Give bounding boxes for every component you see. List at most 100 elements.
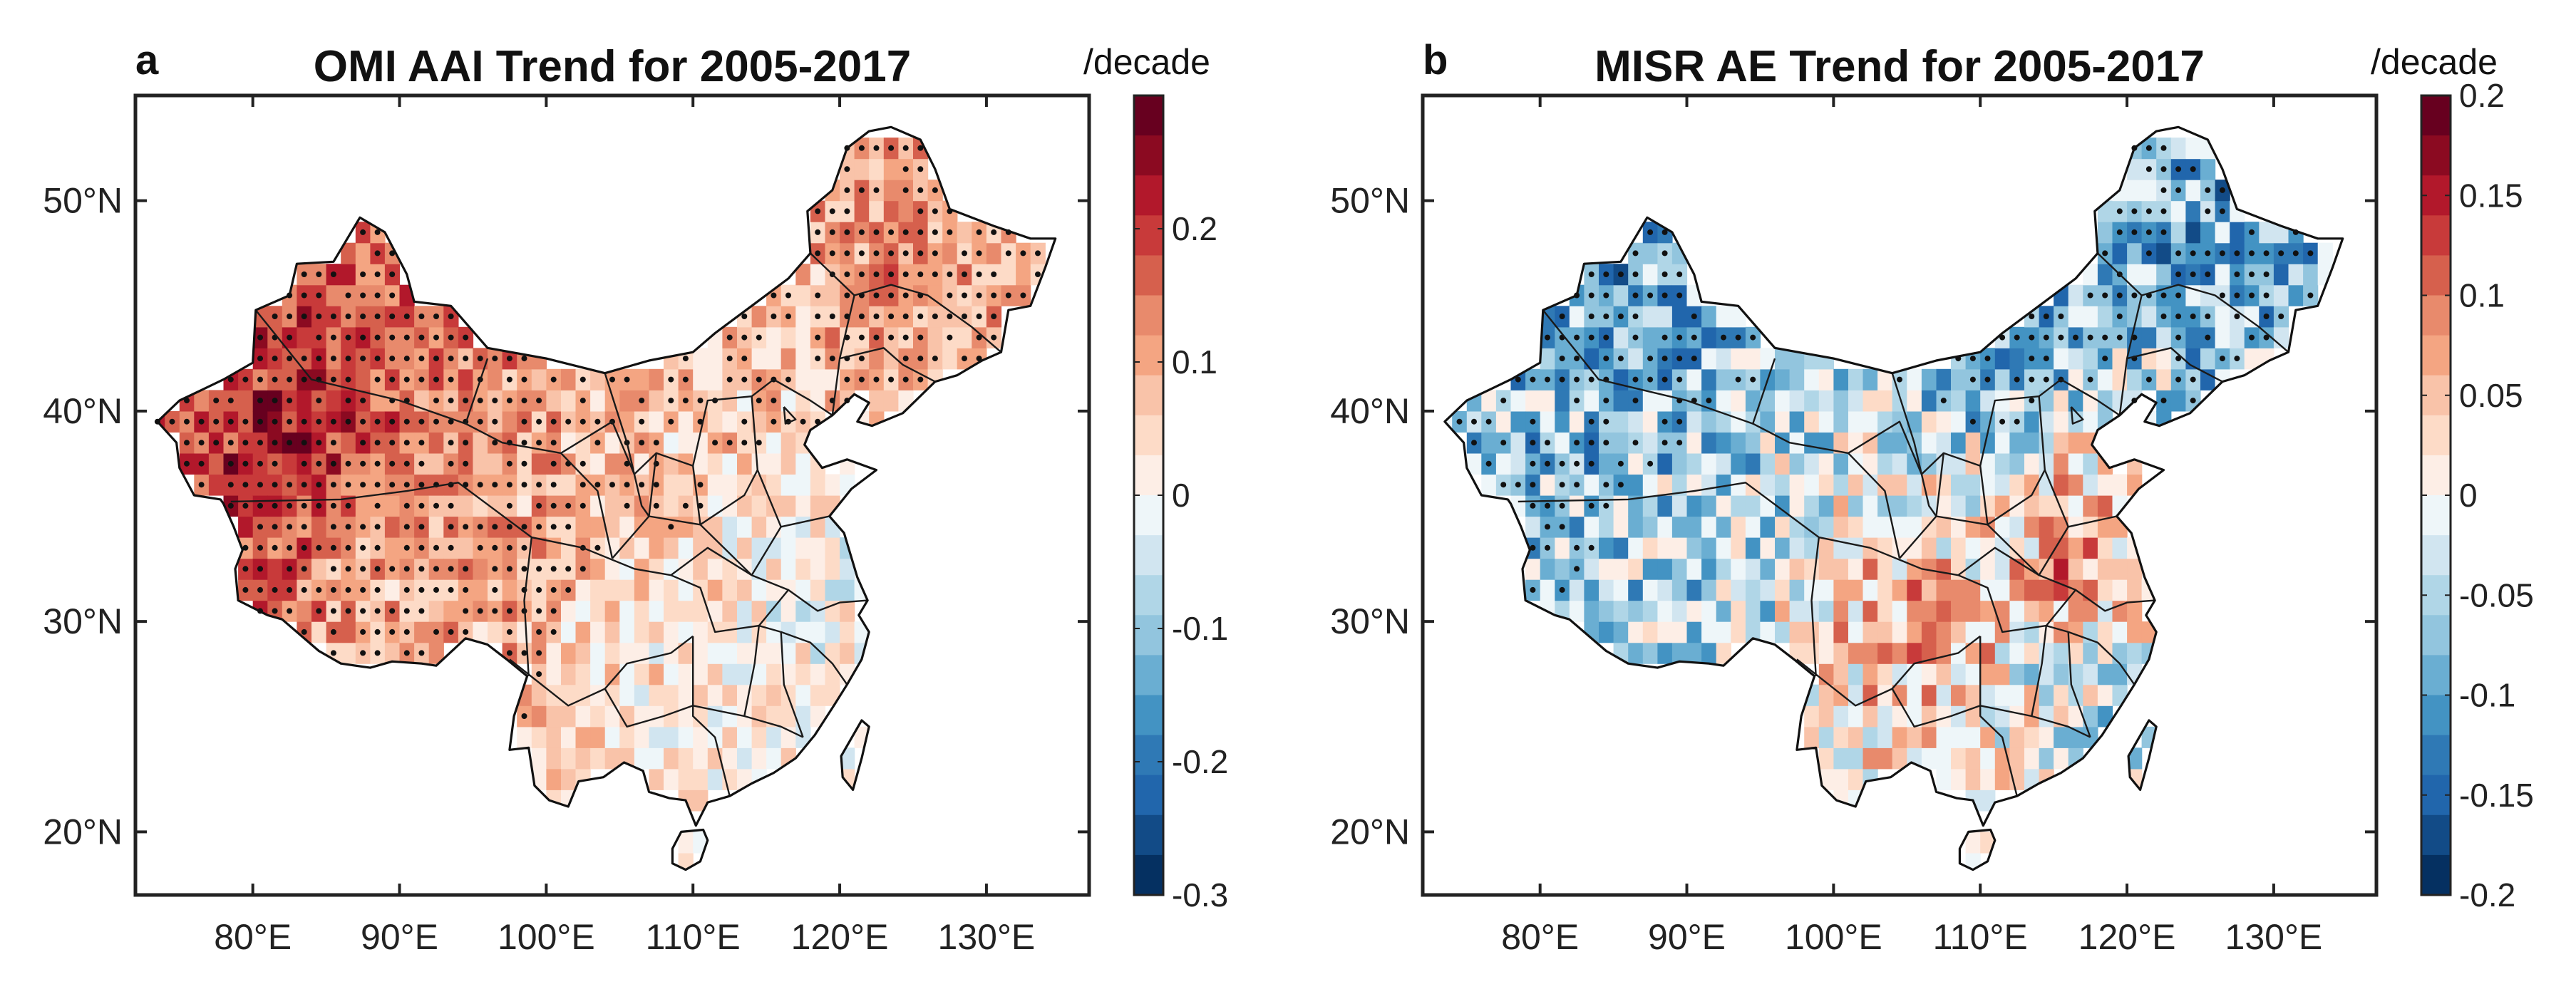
significance-dot bbox=[242, 502, 249, 509]
x-tick-label: 80°E bbox=[1501, 917, 1579, 957]
grid-cell bbox=[1569, 495, 1585, 517]
grid-cell bbox=[1965, 516, 1981, 538]
grid-cell bbox=[1877, 705, 1893, 728]
significance-dot bbox=[360, 398, 366, 404]
significance-dot bbox=[2249, 250, 2255, 257]
grid-cell bbox=[780, 537, 796, 559]
significance-dot bbox=[1721, 334, 1726, 341]
grid-cell bbox=[1731, 537, 1746, 559]
significance-dot bbox=[1588, 544, 1594, 551]
significance-dot bbox=[1661, 271, 1668, 277]
grid-cell bbox=[2009, 579, 2025, 601]
grid-cell bbox=[1804, 495, 1820, 517]
grid-cell bbox=[1481, 432, 1497, 454]
significance-dot bbox=[594, 440, 601, 446]
significance-dot bbox=[521, 650, 527, 656]
significance-dot bbox=[316, 502, 322, 509]
grid-cell bbox=[1951, 600, 1967, 622]
significance-dot bbox=[2160, 187, 2167, 193]
grid-cell bbox=[693, 705, 709, 728]
grid-cell bbox=[1731, 516, 1746, 538]
grid-cell bbox=[2097, 705, 2113, 728]
significance-dot bbox=[565, 586, 572, 593]
significance-dot bbox=[316, 398, 322, 404]
significance-dot bbox=[2116, 208, 2123, 214]
grid-cell bbox=[693, 747, 709, 770]
significance-dot bbox=[536, 628, 542, 635]
grid-cell bbox=[2112, 242, 2128, 264]
grid-cell bbox=[1965, 747, 1981, 770]
significance-dot bbox=[1471, 440, 1477, 446]
significance-dot bbox=[448, 356, 454, 362]
significance-dot bbox=[726, 334, 733, 341]
grid-cell bbox=[1833, 768, 1849, 790]
grid-cell bbox=[1921, 537, 1937, 559]
grid-cell bbox=[1613, 621, 1629, 643]
grid-cell bbox=[1701, 516, 1717, 538]
grid-cell bbox=[1980, 726, 1996, 748]
grid-cell bbox=[825, 642, 840, 664]
grid-cell bbox=[561, 684, 577, 706]
grid-cell bbox=[869, 158, 885, 180]
significance-dot bbox=[653, 502, 659, 509]
significance-dot bbox=[1485, 460, 1492, 467]
significance-dot bbox=[374, 314, 381, 319]
grid-cell bbox=[1789, 621, 1805, 643]
significance-dot bbox=[1940, 398, 1947, 404]
grid-cell bbox=[1936, 726, 1952, 748]
grid-cell bbox=[2024, 495, 2040, 517]
grid-cell bbox=[2068, 306, 2083, 328]
grid-cell bbox=[634, 579, 650, 601]
grid-cell bbox=[2024, 410, 2040, 433]
grid-cell bbox=[634, 558, 650, 580]
grid-cell bbox=[2068, 390, 2083, 412]
significance-dot bbox=[1020, 292, 1026, 299]
significance-dot bbox=[316, 292, 322, 299]
grid-cell bbox=[2273, 264, 2289, 286]
significance-dot bbox=[1545, 334, 1550, 341]
grid-cell bbox=[2009, 600, 2025, 622]
grid-cell bbox=[2288, 264, 2304, 286]
significance-dot bbox=[917, 314, 924, 319]
grid-cell bbox=[1921, 621, 1937, 643]
grid-cell bbox=[1848, 390, 1864, 412]
significance-dot bbox=[976, 229, 982, 235]
significance-dot bbox=[888, 314, 895, 319]
significance-dot bbox=[521, 713, 527, 719]
grid-cell bbox=[1745, 579, 1761, 601]
province-line bbox=[758, 589, 868, 626]
significance-dot bbox=[550, 418, 557, 425]
grid-cell bbox=[1936, 747, 1952, 770]
grid-cell bbox=[2054, 432, 2069, 454]
significance-dot bbox=[227, 398, 234, 404]
significance-dot bbox=[653, 482, 659, 488]
grid-cell bbox=[604, 663, 620, 685]
grid-cell bbox=[1833, 621, 1849, 643]
grid-cell bbox=[2039, 410, 2054, 433]
grid-cell bbox=[1863, 621, 1878, 643]
significance-dot bbox=[1500, 440, 1507, 446]
significance-dot bbox=[257, 418, 263, 425]
significance-dot bbox=[463, 586, 469, 593]
significance-dot bbox=[492, 398, 498, 404]
grid-cell bbox=[634, 452, 650, 475]
grid-cell bbox=[1628, 516, 1644, 538]
grid-cell bbox=[2024, 621, 2040, 643]
grid-cell bbox=[1980, 684, 1996, 706]
colorbar-swatch bbox=[2421, 655, 2451, 696]
colorbar-swatch bbox=[2421, 535, 2451, 576]
grid-cell bbox=[722, 495, 738, 517]
significance-dot bbox=[2219, 187, 2225, 193]
grid-cell bbox=[1701, 579, 1717, 601]
grid-cell bbox=[1921, 558, 1937, 580]
significance-dot bbox=[257, 376, 263, 383]
significance-dot bbox=[1691, 356, 1697, 362]
colorbar-swatch bbox=[2421, 215, 2451, 257]
significance-dot bbox=[2014, 418, 2020, 425]
significance-dot bbox=[316, 314, 322, 319]
grid-cell bbox=[766, 705, 782, 728]
colorbar: 0.20.10-0.1-0.2-0.3 bbox=[1133, 94, 1228, 913]
grid-cell bbox=[1555, 410, 1570, 433]
significance-dot bbox=[1735, 334, 1741, 341]
grid-cell bbox=[707, 600, 723, 622]
